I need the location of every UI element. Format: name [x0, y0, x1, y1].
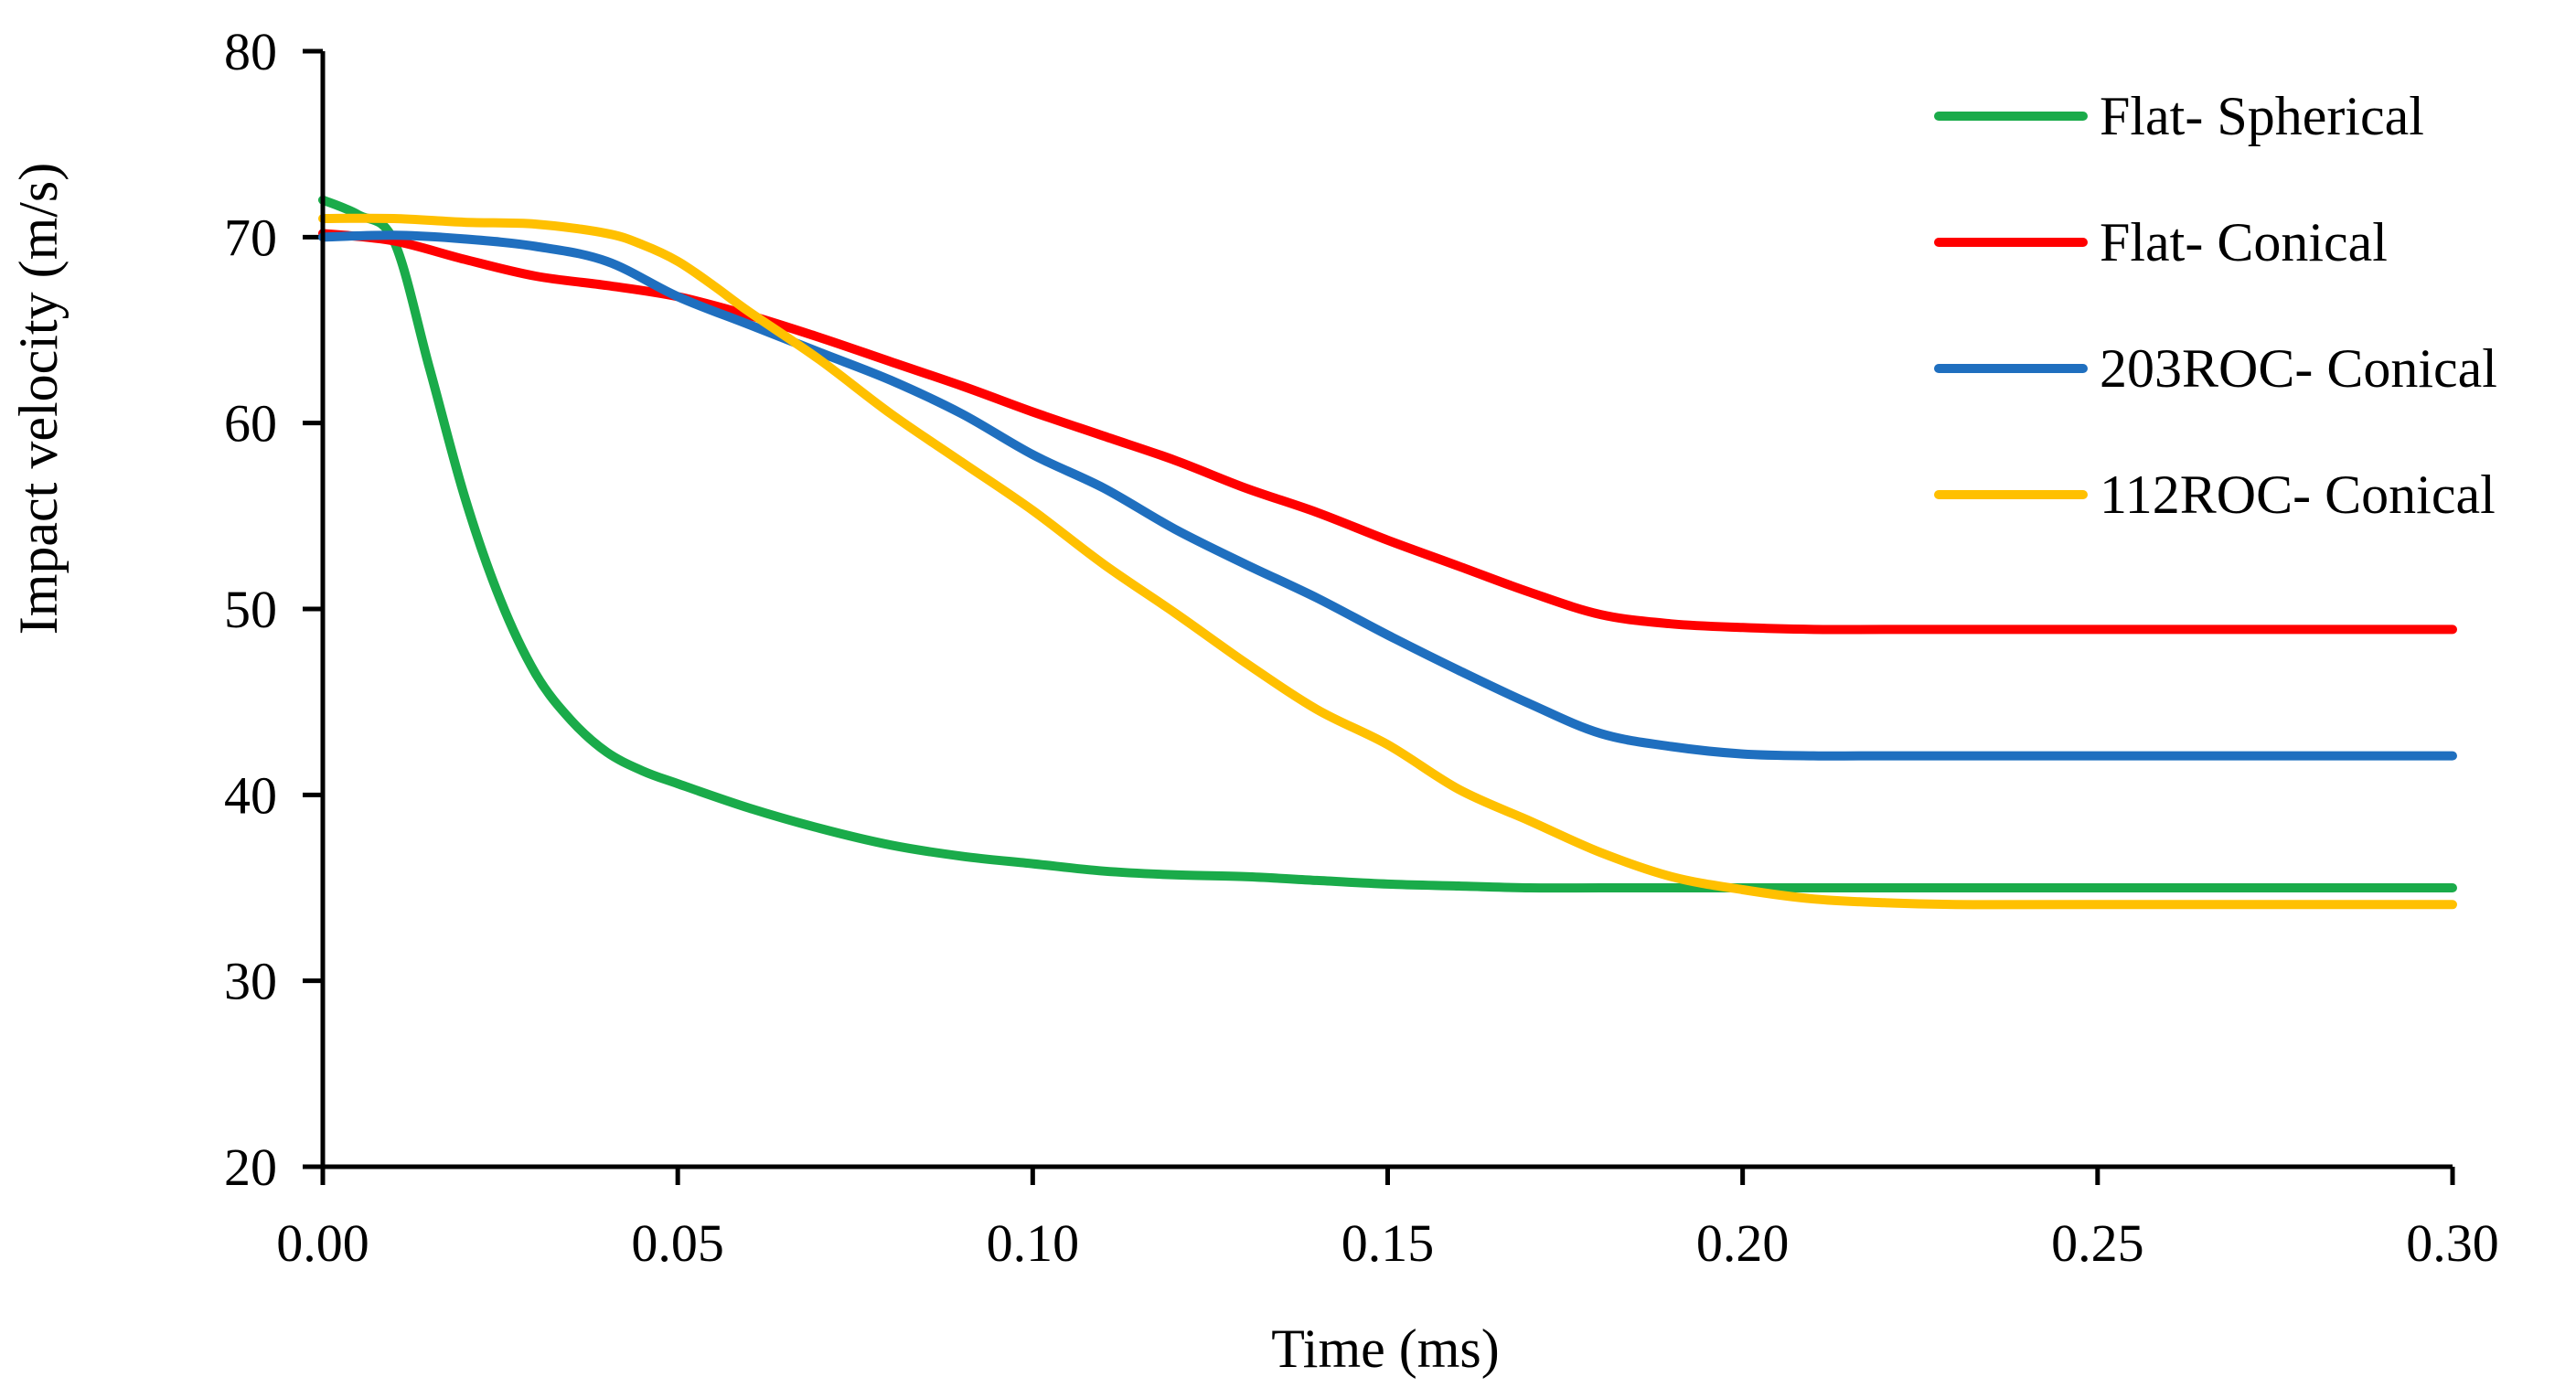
series-line-112roc-conical: [318, 213, 2457, 910]
y-axis-ticks: 20 30 40 50 60 70 80: [224, 22, 323, 1197]
series-line-flat-conical: [318, 229, 2457, 635]
x-axis-label: Time (ms): [1271, 1319, 1500, 1379]
legend-label-203roc-conical: 203ROC- Conical: [2100, 338, 2497, 399]
x-tick-label: 0.10: [987, 1213, 1080, 1273]
legend-label-flat-conical: Flat- Conical: [2100, 212, 2388, 272]
x-tick-label: 0.30: [2406, 1213, 2499, 1273]
x-tick-label: 0.00: [276, 1213, 369, 1273]
legend: Flat- Spherical Flat- Conical 203ROC- Coni…: [1934, 86, 2497, 525]
y-tick-label: 50: [224, 580, 277, 639]
x-axis-ticks: 0.00 0.05 0.10 0.15 0.20 0.25 0.30: [276, 1167, 2499, 1273]
legend-label-flat-spherical: Flat- Spherical: [2100, 86, 2424, 146]
x-tick-label: 0.15: [1341, 1213, 1435, 1273]
series-layer: [318, 195, 2457, 910]
x-tick-label: 0.05: [631, 1213, 724, 1273]
y-tick-label: 20: [224, 1137, 277, 1197]
series-line-203roc-conical: [318, 230, 2457, 761]
legend-label-112roc-conical: 112ROC- Conical: [2100, 464, 2496, 525]
x-tick-label: 0.20: [1696, 1213, 1790, 1273]
y-tick-label: 60: [224, 394, 277, 454]
x-tick-label: 0.25: [2051, 1213, 2144, 1273]
y-tick-label: 80: [224, 22, 277, 81]
y-tick-label: 30: [224, 952, 277, 1011]
y-axis-label: Impact velocity (m/s): [8, 163, 69, 635]
y-tick-label: 40: [224, 765, 277, 825]
y-tick-label: 70: [224, 208, 277, 267]
